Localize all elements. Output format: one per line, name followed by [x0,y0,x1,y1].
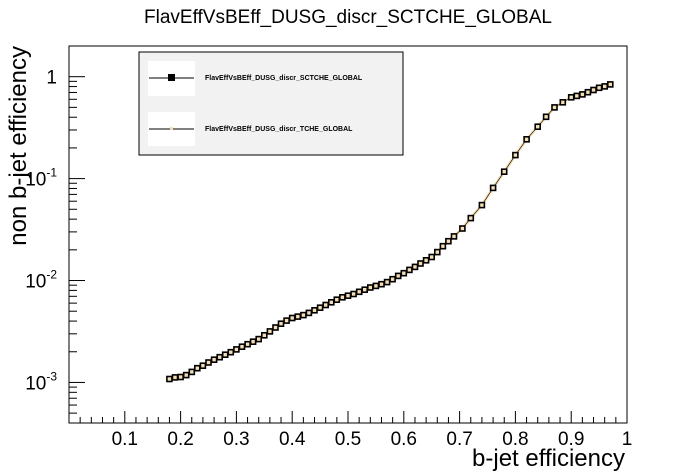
data-point [355,288,363,296]
data-point [389,275,396,283]
data-point [406,266,413,274]
data-point [500,168,508,175]
series-layer [166,81,614,383]
data-point [216,353,223,361]
data-point [166,375,173,383]
x-tick-label: 0.7 [446,429,472,450]
data-point [579,91,586,98]
data-point [333,296,341,304]
data-point [205,359,212,366]
data-point [177,373,184,381]
data-point [316,304,324,312]
y-tick-label: 10-1 [25,166,57,191]
x-tick-label: 0.4 [279,429,306,450]
data-point [194,364,201,372]
data-point [467,214,475,222]
data-point [227,348,235,356]
data-point [573,92,581,100]
data-point [601,83,609,90]
data-point [422,256,430,264]
data-point [394,272,402,280]
data-point [272,324,279,331]
data-point [606,81,614,88]
data-point [459,225,466,232]
legend-label-2: FlavEffVsBEff_DUSG_discr_TCHE_GLOBAL [205,126,353,133]
data-point [551,104,558,111]
chart-title: FlavEffVsBEff_DUSG_discr_SCTCHE_GLOBAL [144,7,552,28]
data-point [266,328,274,335]
data-point [411,263,419,271]
data-point [327,298,335,306]
x-tick-label: 0.3 [223,429,249,450]
data-point [199,362,207,370]
data-point [171,374,179,381]
data-point [400,269,408,277]
data-point [433,248,441,256]
data-point [417,260,424,267]
x-axis-title: b-jet efficiency [472,445,625,472]
x-tick-label: 0.8 [502,429,528,450]
legend-swatch-marker-2 [170,127,173,130]
data-point [344,292,352,300]
data-point [260,331,268,339]
x-tick-label: 0.2 [167,429,193,450]
data-point [339,293,346,301]
data-point [445,237,452,245]
x-axis: 0.1 0.2 0.3 0.4 0.5 0.6 0.7 0.8 0.9 1 [68,411,633,450]
data-point [283,317,290,324]
x-tick-label: 0.6 [391,429,417,450]
data-point [559,99,567,106]
x-tick-label: 0.1 [112,429,138,450]
data-point [350,290,357,298]
data-point [534,123,542,130]
data-point [372,282,380,290]
data-point [182,371,190,379]
data-point [383,278,391,286]
y-tick-label: 10-3 [25,369,57,394]
x-tick-label: 1 [622,429,633,450]
y-axis-title: non b-jet efficiency [5,46,32,246]
y-axis: 1 10-1 10-2 10-3 [25,45,85,424]
data-point [542,113,550,121]
x-tick-label: 0.9 [558,429,584,450]
data-point [595,84,603,92]
legend-label-1: FlavEffVsBEff_DUSG_discr_SCTCHE_GLOBAL [205,75,363,82]
data-point [210,356,218,364]
y-tick-label: 1 [46,68,57,89]
data-point [361,286,369,294]
data-point [277,320,285,328]
data-point [478,201,486,209]
y-tick-label: 10-2 [25,268,57,293]
data-point [300,311,307,319]
data-point [366,284,374,291]
data-point [233,346,240,353]
data-point [567,94,575,101]
data-point [188,368,196,376]
legend-swatch-marker-1 [168,74,175,81]
data-point [311,306,318,314]
data-point [221,351,229,359]
data-point [322,301,330,309]
data-point [288,314,296,322]
data-point [305,309,313,317]
x-tick-label: 0.5 [335,429,361,450]
data-point [584,88,592,96]
legend: FlavEffVsBEff_DUSG_discr_SCTCHE_GLOBAL F… [138,51,404,156]
data-point [249,338,257,346]
data-point [512,151,519,159]
data-point [255,335,263,343]
data-point [378,280,385,288]
data-point [450,233,458,240]
data-point [294,313,302,320]
data-point [439,242,447,250]
data-point [238,343,246,351]
data-point [489,184,497,192]
data-point [523,136,530,143]
data-point [244,340,251,348]
data-point [428,253,436,261]
data-point [590,86,597,94]
